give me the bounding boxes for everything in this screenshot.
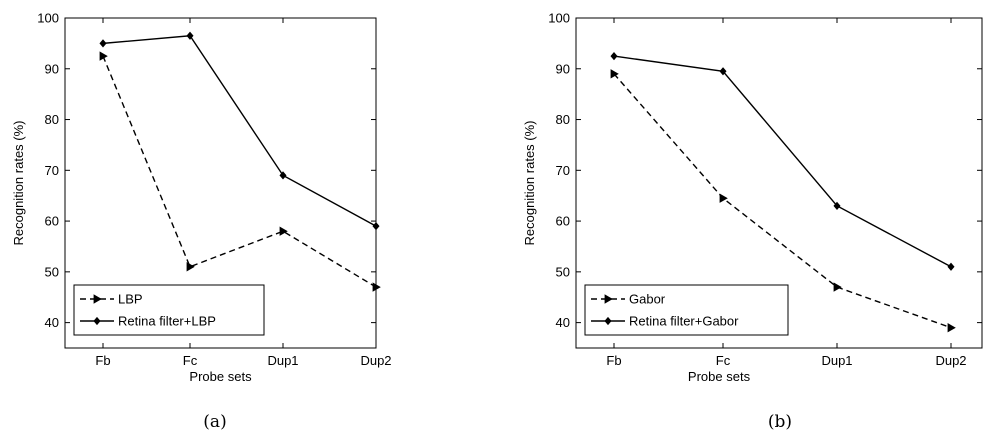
plot-frame	[64, 17, 377, 349]
x-tick-label: Fc	[183, 353, 198, 368]
data-point	[719, 193, 728, 203]
y-tick-label: 40	[45, 315, 59, 330]
y-axis-label: Recognition rates (%)	[522, 121, 537, 246]
data-point	[719, 67, 727, 76]
legend-box	[584, 284, 789, 336]
x-tick-label: Fc	[716, 353, 731, 368]
legend-label: Retina filter+Gabor	[629, 314, 739, 329]
legend-swatch-marker	[93, 316, 101, 326]
plot-frame	[575, 17, 983, 349]
y-tick-label: 60	[556, 214, 570, 229]
data-point	[279, 171, 287, 180]
y-tick-label: 90	[45, 61, 59, 76]
y-tick-label: 70	[556, 163, 570, 178]
data-point	[610, 69, 619, 79]
series-1	[99, 51, 381, 292]
x-tick-label: Dup1	[267, 353, 298, 368]
legend-label: Gabor	[629, 292, 666, 307]
data-point	[833, 282, 842, 292]
legend-swatch-marker	[93, 294, 102, 304]
series-line	[102, 35, 377, 227]
data-point	[186, 31, 194, 40]
chart-panel-a: 40 50 60 70 80 90 100 Fb Fc Dup1 Dup2 Probe sets Rec…	[11, 11, 392, 433]
x-tick-label: Dup2	[935, 353, 966, 368]
x-tick-label: Dup1	[821, 353, 852, 368]
x-axis-label: Probe sets	[189, 369, 252, 384]
y-tick-label: 90	[556, 61, 570, 76]
data-point	[372, 282, 381, 292]
y-axis-label: Recognition rates (%)	[11, 121, 26, 246]
x-tick-label: Fb	[95, 353, 110, 368]
y-tick-label: 60	[45, 214, 59, 229]
legend: LBP Retina filter+LBP	[73, 284, 265, 336]
y-tick-label: 100	[548, 11, 570, 26]
data-point	[833, 201, 841, 210]
data-point	[186, 262, 195, 272]
x-axis-label: Probe sets	[688, 369, 751, 384]
x-tick-label: Fb	[606, 353, 621, 368]
data-point	[279, 226, 288, 236]
series-line	[613, 73, 952, 329]
legend-label: LBP	[118, 292, 143, 307]
y-tick-label: 50	[45, 264, 59, 279]
panel-caption: (b)	[768, 412, 792, 432]
series-line	[613, 55, 952, 268]
y-tick-label: 80	[45, 112, 59, 127]
data-point	[947, 262, 955, 271]
series-2	[99, 31, 380, 231]
legend-label: Retina filter+LBP	[118, 314, 216, 329]
y-tick-label: 100	[37, 11, 59, 26]
y-tick-label: 80	[556, 112, 570, 127]
y-tick-label: 40	[556, 315, 570, 330]
legend: Gabor Retina filter+Gabor	[584, 284, 789, 336]
series-1	[610, 69, 956, 333]
data-point	[610, 51, 618, 61]
legend-swatch-marker	[604, 294, 613, 304]
y-tick-label: 50	[556, 264, 570, 279]
legend-swatch-marker	[604, 316, 612, 326]
data-point	[947, 323, 956, 333]
data-point	[99, 51, 108, 61]
x-tick-label: Dup2	[360, 353, 391, 368]
panel-caption: (a)	[203, 412, 226, 432]
y-tick-label: 70	[45, 163, 59, 178]
data-point	[372, 222, 380, 231]
data-point	[99, 39, 107, 48]
chart-panel-b: 40 50 60 70 80 90 100 Fb Fc Dup1 Dup2 Probe sets Rec…	[522, 11, 983, 432]
legend-box	[73, 284, 265, 336]
series-line	[102, 55, 377, 288]
series-2	[610, 51, 955, 271]
